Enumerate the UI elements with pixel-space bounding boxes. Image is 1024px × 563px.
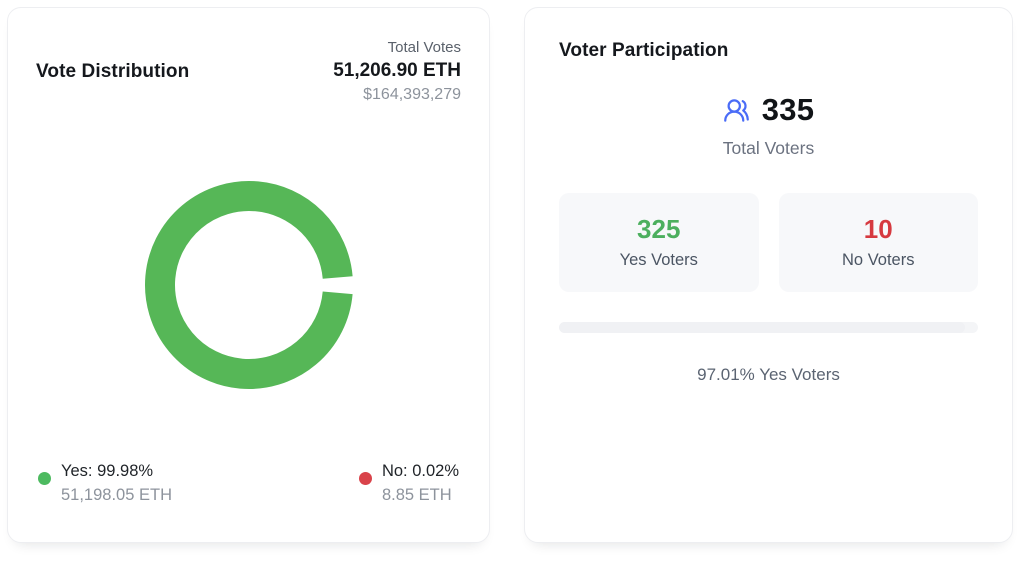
no-dot-icon xyxy=(358,471,372,485)
vote-distribution-title: Vote Distribution xyxy=(36,60,190,82)
yes-voters-percentage-text: 97.01% Yes Voters xyxy=(697,365,840,385)
dashboard: Vote Distribution Total Votes 51,206.90 … xyxy=(7,7,1013,543)
total-votes-block: Total Votes 51,206.90 ETH $164,393,279 xyxy=(333,38,461,105)
voter-breakdown: 325 Yes Voters 10 No Voters xyxy=(559,193,978,293)
no-voters-box: 10 No Voters xyxy=(778,193,978,293)
vote-distribution-card: Vote Distribution Total Votes 51,206.90 … xyxy=(7,7,490,543)
total-votes-label: Total Votes xyxy=(387,39,461,56)
vote-distribution-header: Vote Distribution Total Votes 51,206.90 … xyxy=(36,38,461,105)
yes-voters-count: 325 xyxy=(637,214,681,244)
donut-yes-arc[interactable] xyxy=(144,180,353,389)
total-voters-value: 335 xyxy=(761,92,815,127)
yes-amount-label: 51,198.05 ETH xyxy=(61,486,172,505)
total-votes-usd: $164,393,279 xyxy=(363,85,461,103)
users-icon xyxy=(723,98,749,122)
no-voters-count: 10 xyxy=(863,214,893,244)
voter-participation-title: Voter Participation xyxy=(559,40,729,61)
legend-item-yes: Yes: 99.98% 51,198.05 ETH xyxy=(38,459,172,509)
vote-legend: Yes: 99.98% 51,198.05 ETH No: 0.02% 8.85… xyxy=(36,459,461,509)
total-voters-label: Total Voters xyxy=(722,138,815,158)
vote-donut-chart xyxy=(36,111,461,458)
yes-voters-label: Yes Voters xyxy=(619,251,698,270)
no-amount-label: 8.85 ETH xyxy=(381,486,452,505)
no-voters-label: No Voters xyxy=(842,251,915,270)
participation-progress-fill xyxy=(559,322,966,334)
participation-progress-track xyxy=(559,322,978,334)
yes-voters-box: 325 Yes Voters xyxy=(559,193,759,293)
total-votes-eth: 51,206.90 ETH xyxy=(333,60,461,82)
yes-percent-label: Yes: 99.98% xyxy=(61,461,154,480)
donut-chart-svg xyxy=(144,180,353,389)
yes-dot-icon xyxy=(38,471,51,485)
legend-item-no: No: 0.02% 8.85 ETH xyxy=(358,459,459,509)
voter-participation-card: Voter Participation 335 Total Voters 325… xyxy=(524,7,1013,543)
no-percent-label: No: 0.02% xyxy=(381,461,459,480)
total-voters-row: 335 xyxy=(559,92,978,128)
